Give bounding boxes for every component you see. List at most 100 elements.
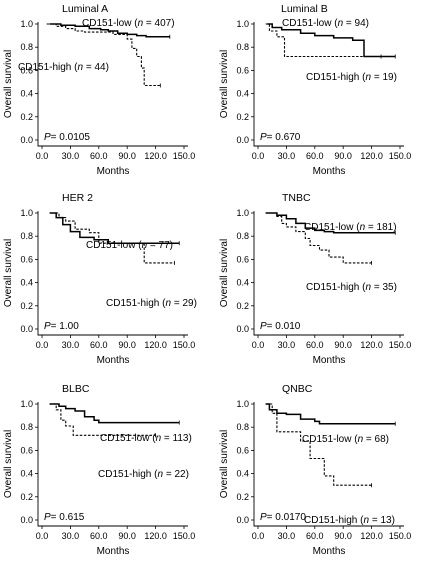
y-tick-label: 0.2 xyxy=(236,112,249,122)
survival-curve-cd151-high xyxy=(265,403,372,486)
panel-title: Luminal B xyxy=(281,3,328,15)
x-tick-label: 30.0 xyxy=(278,340,296,350)
y-tick-label: 0.2 xyxy=(236,301,249,311)
survival-curve-cd151-high xyxy=(265,23,382,58)
y-tick-label: 0.0 xyxy=(236,324,249,334)
y-axis-label: Overall survival xyxy=(219,430,230,498)
km-panel-1: Luminal A 0.0 0.2 0.4 0.6 0.8 1.0 0.0 30.0 60.0 90… xyxy=(3,3,195,177)
survival-curve-cd151-high xyxy=(49,403,156,436)
x-tick-label: 120.0 xyxy=(360,531,383,541)
survival-curve-cd151-low xyxy=(265,403,396,425)
p-value: P= 0.670 xyxy=(260,132,301,143)
y-tick-label: 0.4 xyxy=(236,278,249,288)
x-tick-label: 30.0 xyxy=(278,531,296,541)
x-tick-label: 90.0 xyxy=(118,151,136,161)
y-tick-label: 1.0 xyxy=(236,19,249,29)
y-axis-label: Overall survival xyxy=(219,50,230,118)
km-panel-4: TNBC 0.0 0.2 0.4 0.6 0.8 1.0 0.0 30.0 60.0 90.0 120… xyxy=(219,192,411,366)
series-label: CD151-high (n = 44) xyxy=(18,62,109,73)
x-tick-label: 150.0 xyxy=(173,531,196,541)
x-axis-label: Months xyxy=(313,166,346,177)
y-tick-label: 0.2 xyxy=(236,492,249,502)
y-tick-label: 0.4 xyxy=(20,89,33,99)
series-label: CD151-high (n = 29) xyxy=(106,298,197,309)
x-tick-label: 90.0 xyxy=(334,151,352,161)
y-axis-label: Overall survival xyxy=(3,50,14,118)
y-tick-label: 0.4 xyxy=(236,89,249,99)
y-tick-label: 1.0 xyxy=(20,399,33,409)
x-tick-label: 150.0 xyxy=(173,340,196,350)
series-label: CD151-low (n = 68) xyxy=(302,434,389,445)
x-axis-label: Months xyxy=(97,546,130,557)
x-tick-label: 60.0 xyxy=(90,340,108,350)
y-tick-label: 0.8 xyxy=(20,422,33,432)
y-tick-label: 1.0 xyxy=(236,399,249,409)
x-tick-label: 60.0 xyxy=(306,531,324,541)
x-tick-label: 60.0 xyxy=(90,151,108,161)
x-tick-label: 60.0 xyxy=(306,340,324,350)
x-tick-label: 60.0 xyxy=(306,151,324,161)
panel-title: Luminal A xyxy=(62,3,108,15)
y-axis-label: Overall survival xyxy=(219,239,230,307)
x-tick-label: 120.0 xyxy=(144,340,167,350)
y-tick-label: 0.4 xyxy=(236,469,249,479)
x-axis-label: Months xyxy=(313,355,346,366)
y-tick-label: 0.0 xyxy=(20,324,33,334)
survival-curve-cd151-low xyxy=(49,212,180,244)
x-tick-label: 120.0 xyxy=(360,151,383,161)
y-tick-label: 0.6 xyxy=(20,445,33,455)
x-tick-label: 30.0 xyxy=(278,151,296,161)
axis-frame xyxy=(253,22,404,147)
survival-curve-cd151-low xyxy=(267,23,396,58)
p-value: P= 0.010 xyxy=(260,321,301,332)
series-label: CD151-high (n = 35) xyxy=(306,282,397,293)
survival-curve-cd151-low xyxy=(49,23,170,38)
panel-title: QNBC xyxy=(282,383,313,395)
series-label: CD151-low (n = 181) xyxy=(304,222,397,233)
y-axis-label: Overall survival xyxy=(3,430,14,498)
x-tick-label: 90.0 xyxy=(334,340,352,350)
x-axis-label: Months xyxy=(97,355,130,366)
y-tick-label: 0.8 xyxy=(236,422,249,432)
x-tick-label: 0.0 xyxy=(252,151,265,161)
y-tick-label: 0.0 xyxy=(236,135,249,145)
panel-title: TNBC xyxy=(282,192,311,204)
y-tick-label: 0.6 xyxy=(20,65,33,75)
y-tick-label: 0.8 xyxy=(236,231,249,241)
y-tick-label: 0.4 xyxy=(20,469,33,479)
x-tick-label: 0.0 xyxy=(36,531,49,541)
axis-frame xyxy=(253,402,404,527)
axis-frame xyxy=(37,211,188,336)
series-label: CD151-low (n = 407) xyxy=(82,18,175,29)
x-tick-label: 150.0 xyxy=(389,531,412,541)
x-tick-label: 30.0 xyxy=(62,340,80,350)
x-tick-label: 150.0 xyxy=(173,151,196,161)
x-tick-label: 90.0 xyxy=(334,531,352,541)
km-panel-2: Luminal B 0.0 0.2 0.4 0.6 0.8 1.0 0.0 30.0 60.0 90… xyxy=(219,3,411,177)
x-tick-label: 90.0 xyxy=(118,531,136,541)
series-label: CD151-high (n = 19) xyxy=(306,72,397,83)
y-tick-label: 0.8 xyxy=(20,42,33,52)
series-label: CD151-low (n = 113) xyxy=(100,433,192,444)
y-tick-label: 0.6 xyxy=(236,254,249,264)
p-value: P= 0.0105 xyxy=(44,132,90,143)
x-tick-label: 0.0 xyxy=(36,151,49,161)
x-tick-label: 120.0 xyxy=(144,151,167,161)
y-tick-label: 1.0 xyxy=(20,208,33,218)
x-tick-label: 90.0 xyxy=(118,340,136,350)
p-value: P= 1.00 xyxy=(44,321,79,332)
x-tick-label: 0.0 xyxy=(252,531,265,541)
y-tick-label: 0.0 xyxy=(20,515,33,525)
y-tick-label: 0.6 xyxy=(236,65,249,75)
y-tick-label: 0.4 xyxy=(20,278,33,288)
series-label: CD151-high (n = 22) xyxy=(98,469,189,480)
axis-frame xyxy=(37,22,188,147)
km-panel-6: QNBC 0.0 0.2 0.4 0.6 0.8 1.0 0.0 30.0 60.0 90.0 120… xyxy=(219,383,411,557)
km-panel-3: HER 2 0.0 0.2 0.4 0.6 0.8 1.0 0.0 30.0 60.0 90.0 12… xyxy=(3,192,197,366)
x-tick-label: 120.0 xyxy=(144,531,167,541)
x-tick-label: 120.0 xyxy=(360,340,383,350)
y-tick-label: 0.6 xyxy=(20,254,33,264)
panel-title: BLBC xyxy=(62,383,90,395)
y-tick-label: 0.6 xyxy=(236,445,249,455)
